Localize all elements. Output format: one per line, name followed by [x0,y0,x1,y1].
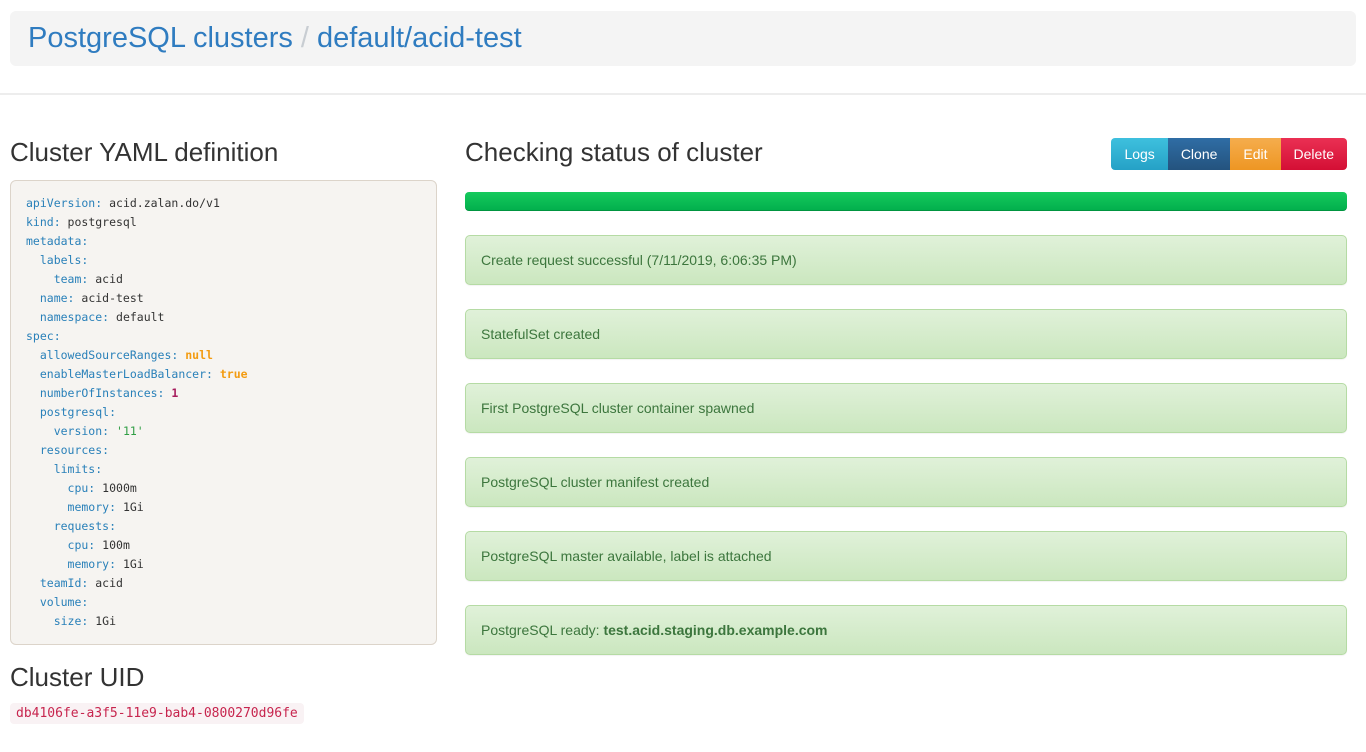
yaml-line: apiVersion: acid.zalan.do/v1 [26,196,220,210]
clone-button[interactable]: Clone [1167,138,1231,170]
status-alert: StatefulSet created [465,309,1347,359]
yaml-line: limits: [26,462,103,476]
alert-text: Create request successful (7/11/2019, 6:… [481,252,797,268]
yaml-line: spec: [26,329,61,343]
yaml-line: memory: 1Gi [26,557,144,571]
yaml-line: version: '11' [26,424,144,438]
alert-text: PostgreSQL cluster manifest created [481,474,710,490]
status-section: Checking status of cluster Logs Clone Ed… [465,137,1347,722]
yaml-line: numberOfInstances: 1 [26,386,179,400]
yaml-line: kind: postgresql [26,215,137,229]
yaml-line: resources: [26,443,110,457]
yaml-line: labels: [26,253,89,267]
yaml-line: requests: [26,519,117,533]
yaml-line: namespace: default [26,310,165,324]
yaml-section-title: Cluster YAML definition [10,137,279,167]
yaml-definition: apiVersion: acid.zalan.do/v1 kind: postgr… [10,180,437,645]
status-alert: First PostgreSQL cluster container spawn… [465,383,1347,433]
alert-text-bold: test.acid.staging.db.example.com [603,622,828,638]
yaml-line: memory: 1Gi [26,500,144,514]
cluster-uid-title: Cluster UID [10,662,145,692]
status-alert: Create request successful (7/11/2019, 6:… [465,235,1347,285]
status-alert: PostgreSQL ready: test.acid.staging.db.e… [465,605,1347,655]
logs-button[interactable]: Logs [1111,138,1168,170]
breadcrumb-link-clusters[interactable]: PostgreSQL clusters [28,22,293,54]
status-header-row: Checking status of cluster Logs Clone Ed… [465,137,1347,180]
cluster-actions-toolbar: Logs Clone Edit Delete [1111,138,1347,170]
yaml-line: cpu: 1000m [26,481,137,495]
status-progress-bar [465,192,1347,211]
yaml-line: metadata: [26,234,89,248]
yaml-section: Cluster YAML definition apiVersion: acid… [10,137,437,724]
status-section-title: Checking status of cluster [465,137,763,167]
breadcrumb-separator: / [300,22,309,54]
alert-text: PostgreSQL master available, label is at… [481,548,772,564]
yaml-line: volume: [26,595,89,609]
alert-text: StatefulSet created [481,326,601,342]
yaml-line: allowedSourceRanges: null [26,348,213,362]
yaml-line: size: 1Gi [26,614,117,628]
status-alert: PostgreSQL cluster manifest created [465,457,1347,507]
header-divider [0,93,1366,95]
breadcrumb: PostgreSQL clusters / default/acid-test [10,11,1356,66]
yaml-line: name: acid-test [26,291,144,305]
main-content: Cluster YAML definition apiVersion: acid… [0,95,1366,752]
status-alert: PostgreSQL master available, label is at… [465,531,1347,581]
yaml-line: postgresql: [26,405,117,419]
breadcrumb-link-current-cluster[interactable]: default/acid-test [316,22,522,54]
cluster-uid-value: db4106fe-a3f5-11e9-bab4-0800270d96fe [10,703,304,724]
yaml-line: team: acid [26,272,123,286]
status-progress-track [465,192,1347,211]
delete-button[interactable]: Delete [1280,138,1347,170]
edit-button[interactable]: Edit [1230,138,1281,170]
status-alert-list: Create request successful (7/11/2019, 6:… [465,235,1347,655]
yaml-line: enableMasterLoadBalancer: true [26,367,248,381]
yaml-line: cpu: 100m [26,538,130,552]
yaml-line: teamId: acid [26,576,123,590]
page: PostgreSQL clusters / default/acid-test Cl… [0,11,1366,752]
alert-text: First PostgreSQL cluster container spawn… [481,400,755,416]
alert-text: PostgreSQL ready: [481,622,604,638]
